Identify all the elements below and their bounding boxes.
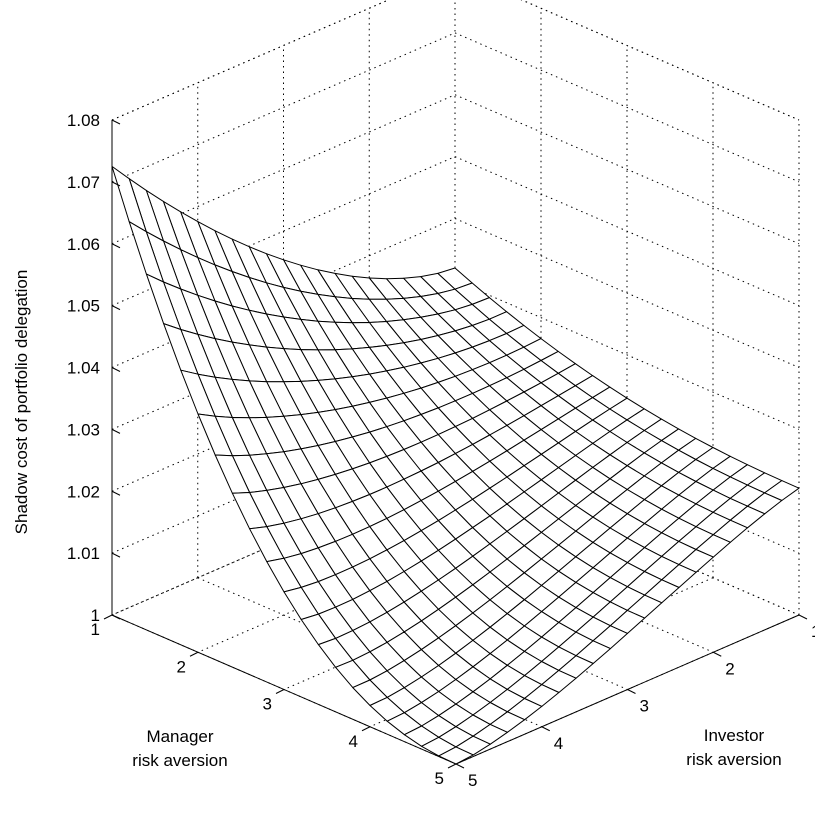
wall-gridline-z-investor	[454, 32, 800, 183]
wall-top-edge-left	[111, 0, 390, 121]
investor-tick-label: 3	[640, 697, 649, 716]
wall-top-edge-right	[520, 0, 800, 121]
manager-tick-mark	[103, 614, 113, 620]
z-tick-mark	[111, 552, 121, 558]
wall-gridline-z-investor	[454, 94, 800, 245]
z-tick-mark	[111, 490, 121, 496]
z-tick-mark	[111, 428, 121, 434]
z-axis-label: Shadow cost of portfolio delegation	[12, 270, 31, 535]
investor-tick-label: 1	[811, 622, 815, 641]
investor-tick-mark	[455, 763, 465, 769]
manager-tick-label: 5	[435, 769, 444, 788]
manager-tick-label: 2	[177, 657, 186, 676]
z-tick-label: 1.03	[67, 420, 100, 439]
z-tick-mark	[111, 614, 121, 620]
z-tick-label: 1.06	[67, 235, 100, 254]
z-tick-mark	[111, 305, 121, 311]
y-axis-label-line2: risk aversion	[686, 750, 781, 769]
x-axis-label-line2: risk aversion	[132, 751, 227, 770]
investor-tick-mark	[798, 614, 808, 620]
investor-tick-label: 4	[554, 734, 563, 753]
z-tick-label: 1.01	[67, 544, 100, 563]
wall-gridline-z-investor	[454, 279, 800, 430]
z-tick-label: 1.05	[67, 297, 100, 316]
tick-layer: 1 1.01 1.02 1.03 1.04 1.05 1.06 1.07 1.08 1 2 3 4 5 1 2…	[67, 111, 815, 790]
investor-tick-label: 2	[725, 659, 734, 678]
manager-tick-mark	[189, 651, 199, 657]
z-tick-mark	[111, 181, 121, 187]
x-axis-label-line1: Manager	[146, 727, 213, 746]
z-tick-label: 1.04	[67, 359, 100, 378]
y-axis-label-line1: Investor	[704, 726, 765, 745]
investor-tick-mark	[627, 689, 636, 694]
manager-tick-mark	[361, 726, 371, 732]
z-tick-label: 1	[91, 606, 100, 625]
z-tick-label: 1.02	[67, 482, 100, 501]
wall-gridline-z-manager	[111, 0, 390, 121]
z-tick-label: 1.08	[67, 111, 100, 130]
surface-layer	[111, 165, 800, 765]
manager-tick-label: 1	[91, 620, 100, 639]
investor-tick-label: 5	[468, 771, 477, 790]
manager-tick-label: 4	[349, 732, 358, 751]
manager-tick-mark	[447, 763, 457, 769]
z-tick-mark	[111, 367, 121, 372]
investor-tick-mark	[541, 726, 550, 732]
investor-tick-mark	[713, 651, 722, 657]
z-tick-mark	[111, 119, 121, 125]
wall-gridline-z-investor	[520, 0, 800, 121]
z-tick-label: 1.07	[67, 173, 100, 192]
z-tick-mark	[111, 243, 121, 249]
manager-tick-label: 3	[263, 695, 272, 714]
manager-tick-mark	[275, 689, 285, 694]
